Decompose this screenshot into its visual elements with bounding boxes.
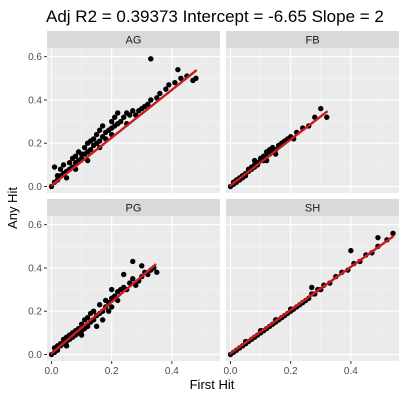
data-point (108, 286, 115, 293)
data-point (112, 114, 118, 120)
regression-line (229, 235, 395, 355)
facet-strip (47, 199, 220, 216)
x-tick-label: 0.2 (105, 366, 119, 377)
data-point (348, 247, 354, 254)
data-point (57, 166, 64, 172)
facet-panel-sh: SH 0.0 0.2 0.4 (224, 199, 399, 377)
data-point (96, 302, 103, 308)
data-point (121, 114, 127, 120)
data-point (93, 323, 100, 330)
facet-strip (47, 31, 220, 48)
data-point (163, 86, 169, 92)
data-point (108, 118, 115, 125)
data-point (324, 114, 330, 120)
y-tick-label: 0.6 (28, 220, 42, 231)
data-point (63, 343, 70, 349)
regression-line (229, 110, 328, 187)
data-point (78, 332, 85, 338)
data-point (154, 269, 160, 275)
data-point (105, 308, 112, 314)
facet-strip-label: PG (126, 203, 142, 215)
data-point (127, 112, 133, 118)
data-point (93, 131, 100, 138)
x-axis-label: First Hit (190, 377, 235, 392)
facet-panel-fb: FB (226, 31, 399, 193)
data-point (87, 147, 94, 153)
data-point (84, 315, 91, 321)
data-point (139, 263, 145, 269)
data-point (90, 308, 97, 314)
data-point (130, 276, 136, 282)
data-point (99, 123, 106, 129)
data-point (99, 317, 106, 323)
data-point (66, 160, 73, 166)
data-point (145, 101, 151, 107)
facet-panel-pg: PG 0.0 0.2 0.4 0.6 0.0 0.2 0.4 (28, 199, 220, 377)
data-point (251, 157, 258, 164)
y-tick-label: 0.2 (28, 139, 42, 150)
data-point (121, 271, 127, 278)
y-axis-label: Any Hit (5, 187, 20, 229)
facet-panel-ag: AG 0.0 0.2 0.4 0.6 (28, 31, 220, 193)
y-tick-label: 0.4 (28, 95, 42, 106)
data-point (118, 118, 124, 125)
data-point (178, 75, 184, 82)
x-tick-label: 0.4 (344, 366, 358, 377)
facet-strip-label: SH (305, 203, 320, 215)
data-point (157, 90, 163, 97)
regression-line (50, 69, 198, 187)
facet-strip (226, 31, 399, 48)
data-point (130, 108, 136, 114)
facet-strip-label: FB (305, 35, 319, 47)
data-point (96, 138, 103, 144)
data-point (63, 175, 70, 181)
facet-strip (226, 199, 399, 216)
data-point (166, 82, 172, 88)
y-tick-label: 0.4 (28, 263, 42, 274)
data-point (375, 234, 381, 241)
data-point (96, 127, 103, 133)
x-tick-label: 0.0 (45, 366, 59, 377)
chart-title: Adj R2 = 0.39373 Intercept = -6.65 Slope… (46, 7, 384, 26)
data-point (60, 162, 67, 168)
data-point (72, 153, 79, 159)
x-tick-label: 0.0 (224, 366, 238, 377)
data-point (51, 164, 58, 170)
regression-line (50, 263, 157, 355)
y-tick-label: 0.0 (28, 350, 42, 361)
data-point (318, 105, 324, 112)
y-tick-label: 0.2 (28, 307, 42, 318)
data-point (108, 304, 115, 310)
data-point (193, 75, 199, 82)
x-tick-label: 0.2 (284, 366, 298, 377)
data-point (309, 284, 315, 291)
data-point (172, 79, 178, 86)
data-point (154, 95, 160, 101)
data-point (148, 97, 154, 103)
data-point (130, 258, 136, 265)
x-tick-label: 0.4 (165, 366, 179, 377)
facet-strip-label: AG (126, 35, 142, 47)
y-tick-label: 0.0 (28, 182, 42, 193)
data-point (175, 66, 181, 73)
data-point (81, 144, 88, 151)
data-point (390, 230, 396, 237)
y-tick-label: 0.6 (28, 52, 42, 63)
data-point (148, 56, 154, 62)
data-point (90, 136, 97, 142)
data-point (115, 110, 121, 116)
